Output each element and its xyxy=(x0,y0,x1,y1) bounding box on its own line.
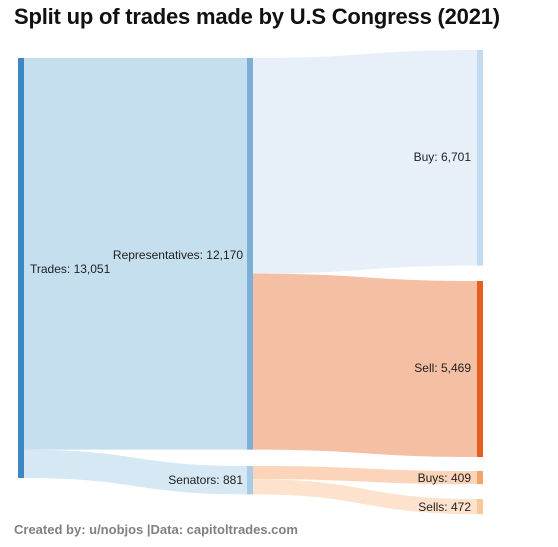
link-trades-reps xyxy=(24,58,247,450)
node-reps xyxy=(247,58,253,450)
label-reps: Representatives: 12,170 xyxy=(113,248,243,262)
link-reps-buy xyxy=(253,50,477,274)
sankey-nodes xyxy=(18,50,483,515)
label-trades: Trades: 13,051 xyxy=(30,262,111,276)
chart-title: Split up of trades made by U.S Congress … xyxy=(14,4,500,29)
label-sells: Sells: 472 xyxy=(418,500,471,514)
source-credit: Created by: u/nobjos |Data: capitoltrade… xyxy=(14,522,298,537)
link-senators-sells xyxy=(253,479,477,515)
label-buy: Buy: 6,701 xyxy=(414,150,472,164)
node-buy xyxy=(477,50,483,266)
node-senators xyxy=(247,466,253,495)
node-trades xyxy=(18,58,24,478)
label-sell: Sell: 5,469 xyxy=(414,361,471,375)
node-buys xyxy=(477,471,483,485)
node-sells xyxy=(477,499,483,515)
node-sell xyxy=(477,281,483,458)
link-senators-buys xyxy=(253,466,477,485)
sankey-links xyxy=(24,50,477,515)
link-trades-senators xyxy=(24,449,247,495)
label-buys: Buys: 409 xyxy=(418,471,472,485)
label-senators: Senators: 881 xyxy=(168,473,243,487)
link-reps-sell xyxy=(253,273,477,458)
